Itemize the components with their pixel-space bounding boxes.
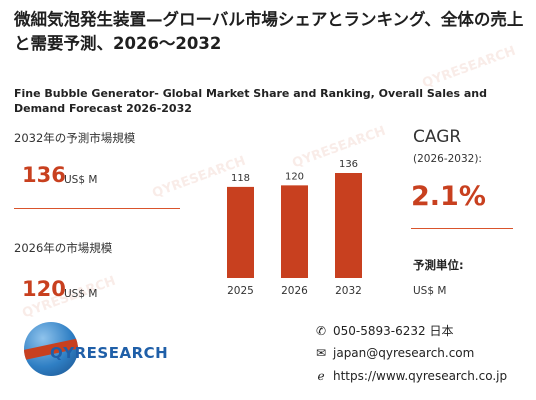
bar-2026 [281, 185, 308, 278]
contact-web[interactable]: ℯ https://www.qyresearch.co.jp [313, 369, 507, 383]
cagr-value: 2.1% [411, 181, 486, 212]
tick-label-2025: 2025 [227, 285, 254, 297]
data-label-2025: 118 [231, 173, 250, 184]
bar-2025 [227, 186, 254, 278]
unit-heading: 予測単位: [413, 258, 464, 272]
mail-icon: ✉ [315, 346, 327, 360]
logo: QYRESEARCH [20, 322, 168, 382]
page-title: 微細気泡発生装置—グローバル市場シェアとランキング、全体の売上と需要予測、202… [14, 10, 524, 53]
divider [14, 208, 180, 209]
tick-label-2026: 2026 [281, 285, 308, 297]
logo-text: QYRESEARCH [50, 344, 169, 362]
data-label-2026: 120 [285, 171, 304, 182]
page-subtitle: Fine Bubble Generator- Global Market Sha… [14, 87, 487, 115]
bar-chart: 118 2025 120 2026 136 2032 [227, 159, 362, 297]
bar-2032 [335, 173, 362, 278]
web-icon: ℯ [317, 369, 325, 383]
forecast-unit: US$ M [64, 174, 98, 186]
current-label: 2026年の市場規模 [14, 241, 113, 255]
current-value: 120 [22, 277, 66, 301]
contact-phone: ✆ 050-5893-6232 日本 [313, 322, 454, 339]
tick-label-2032: 2032 [335, 285, 362, 297]
phone-icon: ✆ [315, 324, 327, 338]
unit-value: US$ M [413, 285, 447, 297]
email-text[interactable]: japan@qyresearch.com [333, 346, 475, 360]
divider [411, 228, 513, 229]
forecast-label: 2032年の予測市場規模 [14, 131, 136, 145]
cagr-title: CAGR [413, 127, 462, 147]
phone-text: 050-5893-6232 日本 [333, 324, 454, 338]
web-text[interactable]: https://www.qyresearch.co.jp [333, 369, 508, 383]
cagr-period: (2026-2032): [413, 153, 482, 165]
forecast-value: 136 [22, 163, 66, 187]
contact-email[interactable]: ✉ japan@qyresearch.com [313, 346, 474, 360]
current-unit: US$ M [64, 288, 98, 300]
data-label-2032: 136 [339, 159, 358, 170]
globe-icon [24, 322, 78, 376]
